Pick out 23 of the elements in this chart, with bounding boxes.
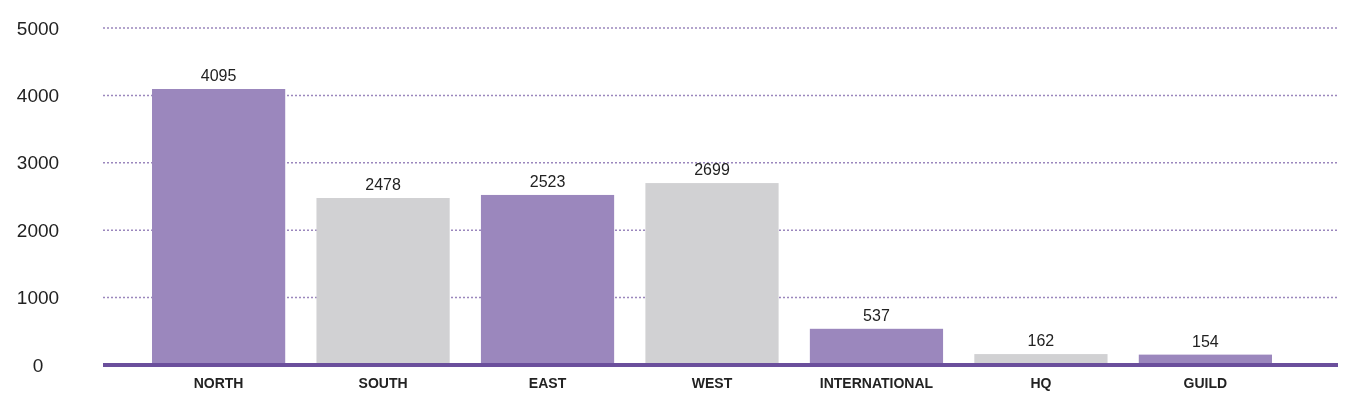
x-tick-label: EAST [528,375,567,391]
data-label: 2699 [694,161,730,179]
y-tick-label: 4000 [16,85,60,107]
data-label: 537 [863,306,890,324]
x-tick-label: NORTH [193,375,244,391]
y-tick-label: 1000 [16,287,60,309]
x-tick-label: HQ [1030,375,1052,391]
x-tick-label: GUILD [1183,375,1228,391]
data-label: 162 [1027,332,1055,350]
x-tick-label: WEST [691,375,733,391]
bar [645,183,779,365]
bar [316,197,450,365]
data-label: 154 [1192,332,1219,350]
x-tick-label: SOUTH [358,375,408,391]
y-tick-label: 5000 [16,17,60,39]
bar [809,328,944,365]
data-label: 4095 [200,67,237,84]
data-label: 2478 [365,175,401,193]
y-tick-label: 2000 [16,219,60,241]
y-tick-label: 0 [32,354,44,376]
x-tick-label: INTERNATIONAL [819,375,934,391]
data-label: 2523 [529,172,566,190]
y-tick-label: 3000 [16,152,60,174]
